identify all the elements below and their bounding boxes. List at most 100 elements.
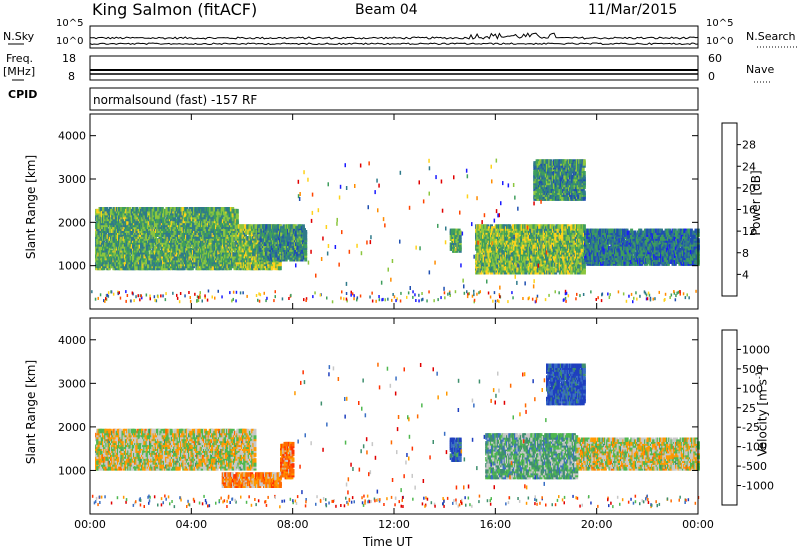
ground-scatter-mark <box>625 299 628 303</box>
ground-scatter-mark <box>235 290 238 294</box>
ground-scatter-mark <box>554 290 556 294</box>
power-data-cell <box>278 261 282 267</box>
power-data-cell <box>280 232 284 237</box>
power-data-cell <box>304 235 308 241</box>
ground-scatter-mark <box>232 290 235 294</box>
ground-scatter-mark <box>351 292 354 296</box>
ground-scatter-mark <box>94 297 97 301</box>
ground-scatter-mark <box>628 294 630 298</box>
ground-scatter-mark <box>422 297 424 301</box>
ground-scatter-mark <box>312 295 314 299</box>
ground-scatter-mark <box>647 291 650 295</box>
ground-scatter-mark <box>257 298 259 302</box>
ground-scatter-mark <box>597 296 599 300</box>
ground-scatter-mark <box>239 291 242 295</box>
power-data-cell <box>155 207 158 212</box>
ground-scatter-mark <box>395 299 397 303</box>
ground-scatter-mark <box>644 291 647 295</box>
ground-scatter-mark <box>199 291 201 295</box>
ground-scatter-mark <box>562 298 565 302</box>
ground-scatter-mark <box>575 297 577 301</box>
ground-scatter-mark <box>412 290 414 294</box>
ground-scatter-mark <box>340 296 342 300</box>
ground-scatter-mark <box>104 299 106 303</box>
ground-scatter-mark <box>664 292 667 296</box>
ground-scatter-mark <box>359 294 362 298</box>
ground-scatter-mark <box>201 299 203 303</box>
ground-scatter-mark <box>511 291 513 295</box>
ground-scatter-mark <box>157 295 159 299</box>
nsearch-trace <box>89 42 699 46</box>
ground-scatter-mark <box>467 292 469 296</box>
ground-scatter-mark <box>274 295 276 299</box>
ground-scatter-mark <box>400 291 402 295</box>
ground-scatter-mark <box>259 293 262 297</box>
ground-scatter-mark <box>643 290 646 294</box>
ground-scatter-mark <box>107 294 110 298</box>
ground-scatter-mark <box>645 293 648 297</box>
power-data-cell <box>458 238 462 243</box>
ground-scatter-mark <box>684 296 687 300</box>
ground-scatter-mark <box>110 290 112 294</box>
ground-scatter-mark <box>448 291 451 295</box>
power-data-cell <box>249 240 253 245</box>
ground-scatter-mark <box>496 299 499 303</box>
ground-scatter-mark <box>118 291 120 295</box>
ground-scatter-mark <box>535 297 538 301</box>
power-data-cell <box>508 224 512 229</box>
ground-scatter-mark <box>281 297 284 301</box>
ground-scatter-mark <box>105 294 108 297</box>
ground-scatter-mark <box>617 290 620 294</box>
ground-scatter-mark <box>105 297 108 301</box>
power-data-cell <box>453 228 457 234</box>
power-data-cell <box>300 255 304 260</box>
ground-scatter-mark <box>314 291 316 295</box>
ground-scatter-mark <box>407 291 410 295</box>
power-data-cell <box>181 207 185 212</box>
ground-scatter-mark <box>341 290 343 294</box>
ground-scatter-mark <box>117 292 119 296</box>
ground-scatter-mark <box>130 299 132 303</box>
power-data-cell <box>235 218 239 224</box>
ground-scatter-mark <box>345 297 348 301</box>
ground-scatter-mark <box>489 295 492 299</box>
ground-scatter-mark <box>154 298 156 302</box>
power-data-cell <box>211 265 215 271</box>
ground-scatter-mark <box>197 295 200 299</box>
ground-scatter-mark <box>369 295 371 299</box>
power-data-cell <box>192 222 195 228</box>
ground-scatter-mark <box>273 299 275 303</box>
strip-panels <box>8 25 797 111</box>
power-data-cell <box>145 250 149 255</box>
ground-scatter-mark <box>204 296 206 300</box>
ground-scatter-mark <box>646 297 649 301</box>
ground-scatter-mark <box>255 294 258 297</box>
nsky-strip-frame <box>89 25 699 49</box>
ground-scatter-mark <box>648 293 651 297</box>
ground-scatter-mark <box>415 299 417 302</box>
power-data-cell <box>232 255 236 261</box>
ground-scatter-mark <box>670 293 673 297</box>
ground-scatter-mark <box>420 298 423 302</box>
power-data-cell <box>495 224 499 229</box>
ground-scatter-mark <box>242 291 244 295</box>
ground-scatter-mark <box>155 299 158 303</box>
ground-scatter-mark <box>214 296 216 300</box>
ground-scatter-mark <box>471 294 474 298</box>
ground-scatter-mark <box>479 290 481 294</box>
ground-scatter-mark <box>165 292 167 296</box>
power-data-cell <box>148 246 152 251</box>
ground-scatter-mark <box>211 295 213 299</box>
ground-scatter-mark <box>579 294 581 298</box>
ground-scatter-mark <box>392 293 394 296</box>
ground-scatter-mark <box>498 293 501 297</box>
ground-scatter-mark <box>565 299 567 303</box>
ground-scatter-mark <box>607 292 609 296</box>
ground-scatter-mark <box>258 299 261 303</box>
power-data-cell <box>235 208 239 214</box>
ground-scatter-mark <box>319 293 322 297</box>
power-data-cell <box>151 242 155 247</box>
ground-scatter-mark <box>350 293 352 297</box>
ground-scatter-mark <box>498 300 500 304</box>
